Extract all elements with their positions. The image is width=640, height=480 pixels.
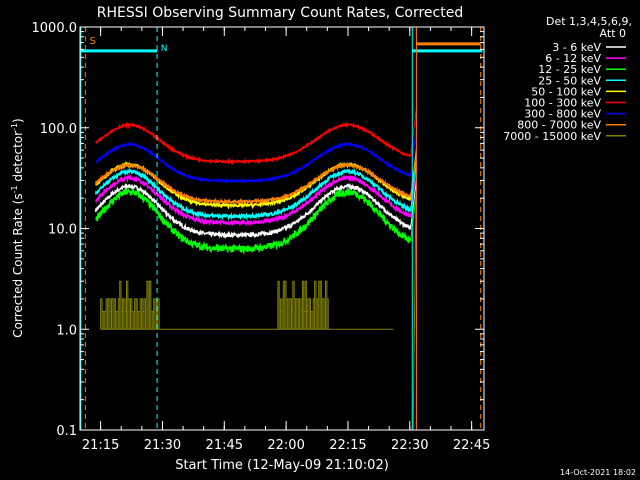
series-1-line (94, 173, 412, 227)
series-7-line (94, 161, 412, 206)
x-tick-label-6: 22:45 (453, 438, 490, 453)
timestamp: 14-Oct-2021 18:02 (560, 468, 636, 477)
saa-label: S (89, 36, 95, 47)
chart-title: RHESSI Observing Summary Count Rates, Co… (97, 5, 463, 21)
legend-entry-label-1: 6 - 12 keV (545, 52, 601, 65)
series-1 (94, 168, 417, 227)
x-tick-label-0: 21:15 (82, 438, 119, 453)
legend-entry-label-2: 12 - 25 keV (538, 63, 601, 76)
axes: 0.1 1.0 10.0 100.0 1000.0 21:15 21:30 21:45 22:0… (32, 21, 491, 453)
series-6-line (95, 141, 412, 185)
series-8 (100, 198, 417, 431)
series-3-line (94, 167, 412, 221)
y-tick-label-4: 1000.0 (32, 21, 78, 36)
series-8-rise (412, 198, 417, 431)
series-2-rise (410, 192, 417, 241)
y-tick-label-0: 0.1 (56, 424, 77, 439)
y-axis-label-main: Corrected Count Rate (s (11, 193, 25, 337)
series-0 (94, 179, 417, 239)
x-tick-label-2: 21:45 (206, 438, 243, 453)
series-0-line (94, 182, 412, 239)
legend-header-line-2: Att 0 (600, 27, 626, 40)
series-3 (94, 161, 417, 221)
series-3-rise (410, 161, 417, 210)
legend-entry-label-0: 3 - 6 keV (552, 41, 601, 54)
y-axis-label-sup: -1 (10, 185, 19, 193)
series-5-line (95, 121, 412, 166)
y-tick-label-2: 10.0 (48, 223, 77, 238)
night-label: N (161, 44, 168, 54)
legend-header-line-1: Det 1,3,4,5,6,9, (546, 15, 632, 28)
legend-entry-label-4: 50 - 100 keV (531, 85, 601, 98)
x-tick-label-1: 21:30 (144, 438, 181, 453)
plot-area: SN (80, 27, 483, 431)
series-7-rise (410, 148, 417, 197)
series-6-rise (410, 127, 417, 176)
series-0-rise (410, 179, 417, 229)
legend-entry-label-8: 7000 - 15000 keV (503, 130, 601, 143)
legend-entry-label-5: 100 - 300 keV (524, 97, 601, 110)
y-tick-label-3: 100.0 (40, 122, 77, 137)
series-5-rise (410, 108, 417, 157)
series-5 (95, 108, 417, 166)
x-tick-label-3: 22:00 (267, 438, 304, 453)
y-axis-label-end: ) (11, 118, 25, 123)
y-axis-label-tail: detector (11, 131, 25, 186)
legend-entry-label-7: 800 - 7000 keV (517, 119, 601, 132)
series-2 (94, 186, 417, 255)
legend-entry-label-6: 300 - 800 keV (524, 108, 601, 121)
series-8-line (100, 280, 394, 330)
series-6 (95, 127, 417, 185)
y-tick-label-1: 1.0 (56, 323, 77, 338)
x-axis-label: Start Time (12-May-09 21:10:02) (175, 458, 389, 473)
series-7 (94, 148, 417, 206)
series-2-line (94, 186, 412, 255)
y-axis-label-sup2: -1 (10, 123, 19, 131)
x-tick-label-5: 22:30 (391, 438, 428, 453)
x-tick-label-4: 22:15 (329, 438, 366, 453)
legend-entry-label-3: 25 - 50 keV (538, 74, 601, 87)
series-1-rise (410, 168, 417, 217)
y-axis-label: Corrected Count Rate (s-1 detector-1) (10, 118, 25, 337)
